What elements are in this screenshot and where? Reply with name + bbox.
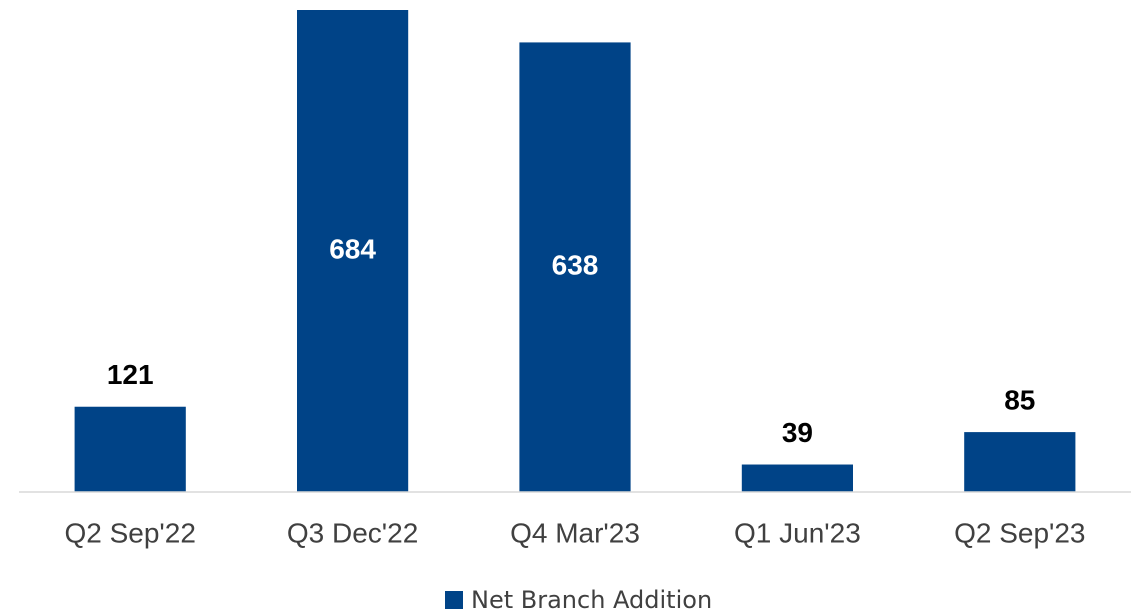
data-label: 121 — [107, 359, 154, 390]
bar — [741, 464, 853, 492]
x-tick-label: Q4 Mar'23 — [510, 517, 640, 548]
legend-label: Net Branch Addition — [471, 586, 712, 614]
bar — [74, 406, 186, 492]
bar — [964, 432, 1076, 492]
bar — [297, 10, 409, 492]
x-tick-label: Q2 Sep'22 — [64, 517, 195, 548]
x-tick-label: Q3 Dec'22 — [287, 517, 418, 548]
legend-swatch — [445, 591, 463, 609]
data-label: 684 — [329, 233, 376, 264]
data-label: 638 — [552, 250, 599, 281]
data-label: 39 — [782, 417, 813, 448]
x-tick-label: Q1 Jun'23 — [734, 517, 861, 548]
x-tick-label: Q2 Sep'23 — [954, 517, 1085, 548]
data-label: 85 — [1004, 384, 1035, 415]
bar — [519, 42, 631, 493]
